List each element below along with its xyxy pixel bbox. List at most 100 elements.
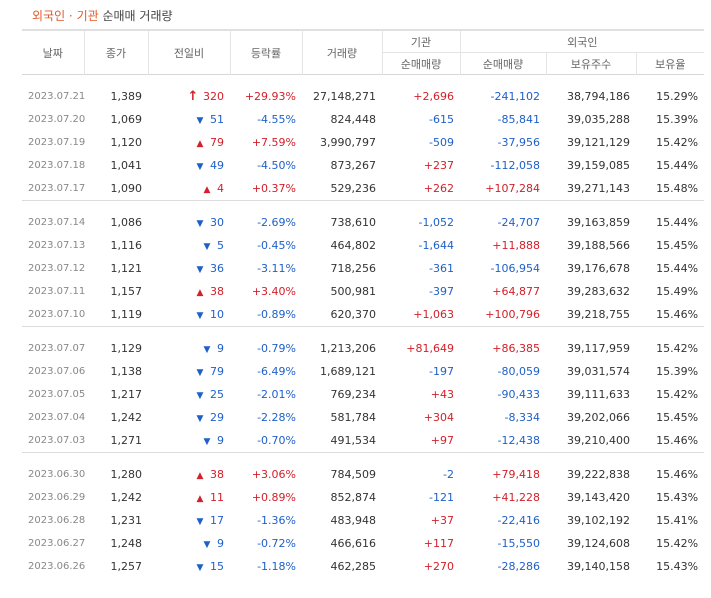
- cell-foreign-holdings: 39,176,678: [567, 262, 630, 275]
- cell-close: 1,242: [110, 411, 143, 424]
- cell-date: 2023.06.26: [28, 561, 86, 572]
- title-rest: 순매매 거래량: [98, 9, 173, 23]
- cell-change: ▼ 15: [148, 555, 230, 578]
- cell-foreign-ratio: 15.45%: [656, 239, 699, 252]
- cell-change: ▼ 25: [148, 383, 230, 406]
- cell-rate: -4.50%: [257, 159, 296, 172]
- cell-foreign-holdings: 39,117,959: [567, 342, 630, 355]
- cell-rate: +3.06%: [251, 468, 296, 481]
- cell-date: 2023.06.28: [28, 515, 86, 526]
- change-value: 36: [210, 262, 224, 275]
- cell-rate: -0.89%: [257, 308, 296, 321]
- cell-inst-net: +117: [423, 537, 454, 550]
- down-triangle-icon: ▼: [196, 265, 204, 275]
- cell-foreign-holdings: 39,163,859: [567, 216, 630, 229]
- cell-volume: 3,990,797: [320, 136, 376, 149]
- cell-rate: -2.01%: [257, 388, 296, 401]
- change-value: 9: [217, 434, 224, 447]
- cell-rate: -0.79%: [257, 342, 296, 355]
- cell-inst-net: -397: [429, 285, 454, 298]
- cell-date: 2023.07.11: [28, 286, 86, 297]
- down-triangle-icon: ▼: [196, 116, 204, 126]
- cell-inst-net: -1,644: [418, 239, 454, 252]
- cell-rate: +29.93%: [244, 90, 296, 103]
- cell-foreign-net: +79,418: [492, 468, 540, 481]
- cell-foreign-net: -15,550: [497, 537, 540, 550]
- cell-date: 2023.07.21: [28, 91, 86, 102]
- cell-close: 1,086: [110, 216, 143, 229]
- cell-close: 1,138: [110, 365, 143, 378]
- cell-close: 1,271: [110, 434, 143, 447]
- cell-foreign-net: -106,954: [490, 262, 540, 275]
- cell-foreign-net: +64,877: [492, 285, 540, 298]
- change-value: 79: [210, 365, 224, 378]
- cell-volume: 483,948: [330, 514, 377, 527]
- cell-foreign-holdings: 39,035,288: [567, 113, 630, 126]
- cell-foreign-net: +41,228: [492, 491, 540, 504]
- cell-foreign-holdings: 39,143,420: [567, 491, 630, 504]
- cell-volume: 718,256: [330, 262, 377, 275]
- cell-volume: 873,267: [330, 159, 377, 172]
- cell-close: 1,217: [110, 388, 143, 401]
- cell-inst-net: +81,649: [406, 342, 454, 355]
- change-value: 17: [210, 514, 224, 527]
- cell-close: 1,120: [110, 136, 143, 149]
- up-triangle-icon: ▲: [196, 494, 204, 504]
- cell-change: ▲ 79: [148, 131, 230, 154]
- cell-change: ▼ 51: [148, 108, 230, 131]
- cell-foreign-ratio: 15.42%: [656, 388, 699, 401]
- cell-foreign-holdings: 38,794,186: [567, 90, 630, 103]
- table-row: 2023.07.11 1,157 ▲ 38 +3.40% 500,981 -397 +64,8…: [22, 280, 704, 303]
- cell-foreign-holdings: 39,271,143: [567, 182, 630, 195]
- up-triangle-icon: ▲: [203, 185, 211, 195]
- down-triangle-icon: ▼: [196, 162, 204, 172]
- cell-change: ▼ 9: [148, 337, 230, 360]
- cell-rate: +7.59%: [251, 136, 296, 149]
- change-value: 10: [210, 308, 224, 321]
- cell-change: ▼ 17: [148, 509, 230, 532]
- cell-foreign-ratio: 15.46%: [656, 308, 699, 321]
- col-header-date: 날짜: [22, 29, 84, 75]
- down-triangle-icon: ▼: [196, 563, 204, 573]
- table-row: 2023.07.20 1,069 ▼ 51 -4.55% 824,448 -615 -85,8…: [22, 108, 704, 131]
- cell-date: 2023.07.03: [28, 435, 86, 446]
- cell-rate: -0.45%: [257, 239, 296, 252]
- cell-rate: -0.72%: [257, 537, 296, 550]
- cell-foreign-holdings: 39,283,632: [567, 285, 630, 298]
- cell-foreign-ratio: 15.44%: [656, 216, 699, 229]
- cell-foreign-net: -37,956: [497, 136, 540, 149]
- down-triangle-icon: ▼: [196, 219, 204, 229]
- cell-date: 2023.07.10: [28, 309, 86, 320]
- cell-change: ▼ 79: [148, 360, 230, 383]
- cell-change: ▲ 38: [148, 463, 230, 486]
- cell-volume: 738,610: [330, 216, 377, 229]
- cell-date: 2023.07.17: [28, 183, 86, 194]
- down-triangle-icon: ▼: [203, 437, 211, 447]
- cell-foreign-net: -85,841: [497, 113, 540, 126]
- cell-inst-net: +237: [423, 159, 454, 172]
- down-triangle-icon: ▼: [196, 368, 204, 378]
- cell-date: 2023.07.06: [28, 366, 86, 377]
- cell-date: 2023.07.14: [28, 217, 86, 228]
- down-triangle-icon: ▼: [196, 311, 204, 321]
- cell-rate: -2.69%: [257, 216, 296, 229]
- cell-foreign-ratio: 15.46%: [656, 468, 699, 481]
- cell-date: 2023.06.30: [28, 469, 86, 480]
- cell-inst-net: +2,696: [413, 90, 454, 103]
- table-row: 2023.06.26 1,257 ▼ 15 -1.18% 462,285 +270 -28,2…: [22, 555, 704, 578]
- table-row: 2023.06.29 1,242 ▲ 11 +0.89% 852,874 -121 +41,2…: [22, 486, 704, 509]
- cell-close: 1,121: [110, 262, 143, 275]
- col-header-volume: 거래량: [301, 29, 382, 75]
- change-value: 38: [210, 468, 224, 481]
- cell-foreign-ratio: 15.48%: [656, 182, 699, 195]
- cell-rate: -1.36%: [257, 514, 296, 527]
- cell-foreign-net: +107,284: [485, 182, 540, 195]
- cell-foreign-holdings: 39,159,085: [567, 159, 630, 172]
- table-body: 2023.07.21 1,389 ↑ 320 +29.93% 27,148,271 +2,6…: [22, 75, 705, 579]
- change-value: 5: [217, 239, 224, 252]
- cell-foreign-ratio: 15.44%: [656, 159, 699, 172]
- cell-date: 2023.06.27: [28, 538, 86, 549]
- table-row: 2023.07.19 1,120 ▲ 79 +7.59% 3,990,797 -509 -37…: [22, 131, 704, 154]
- cell-date: 2023.07.12: [28, 263, 86, 274]
- change-value: 30: [210, 216, 224, 229]
